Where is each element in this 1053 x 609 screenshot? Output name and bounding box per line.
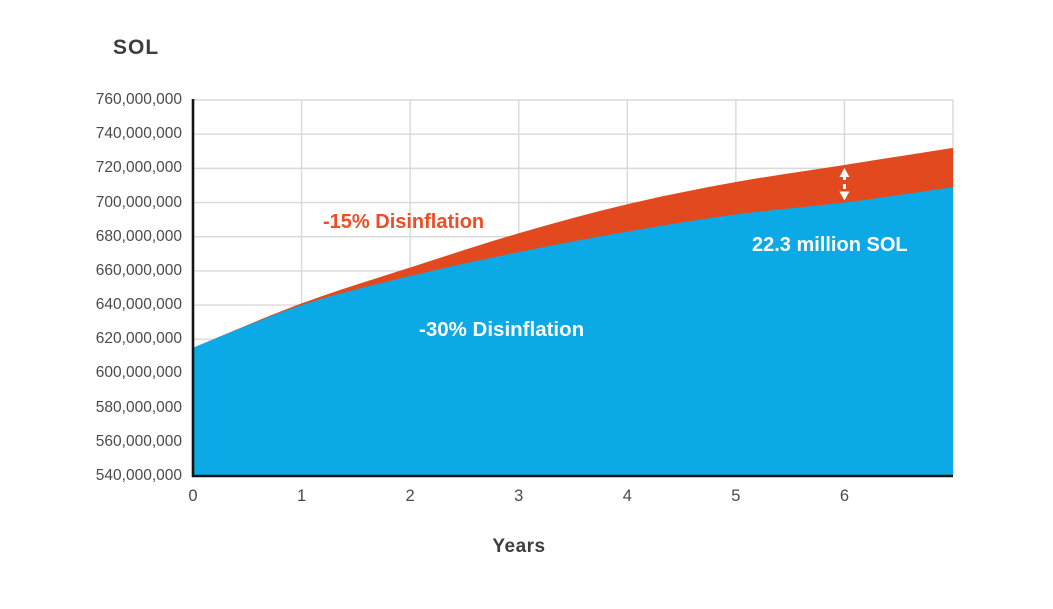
x-axis-title: Years bbox=[492, 536, 546, 557]
x-tick-label: 2 bbox=[405, 487, 415, 505]
y-tick-label: 700,000,000 bbox=[95, 193, 182, 211]
gap-arrow-icon bbox=[839, 167, 850, 201]
area-series bbox=[193, 147, 953, 476]
x-tick-label: 3 bbox=[514, 487, 524, 505]
y-tick-label: 580,000,000 bbox=[95, 398, 182, 416]
y-axis-title: SOL bbox=[113, 36, 160, 59]
y-tick-label: 740,000,000 bbox=[95, 125, 182, 143]
gap-annotation-label: 22.3 million SOL bbox=[752, 234, 908, 256]
x-tick-label: 5 bbox=[731, 487, 741, 505]
x-tick-label: 4 bbox=[622, 487, 632, 505]
x-tick-label: 0 bbox=[188, 487, 198, 505]
y-tick-label: 560,000,000 bbox=[95, 432, 182, 450]
y-tick-label: 660,000,000 bbox=[95, 261, 182, 279]
x-tick-label: 1 bbox=[296, 487, 307, 505]
y-tick-label: 720,000,000 bbox=[95, 159, 182, 177]
x-tick-label: 6 bbox=[839, 487, 850, 505]
axis-lines bbox=[191, 99, 953, 478]
y-tick-label: 540,000,000 bbox=[95, 467, 182, 484]
y-tick-label: 760,000,000 bbox=[95, 91, 182, 108]
series-label-30pct: -30% Disinflation bbox=[419, 318, 585, 341]
series-label-15pct: -15% Disinflation bbox=[323, 211, 485, 233]
area-30pct-disinflation bbox=[193, 187, 953, 476]
y-tick-label: 600,000,000 bbox=[95, 364, 182, 382]
y-tick-label: 620,000,000 bbox=[95, 330, 182, 348]
y-tick-label: 640,000,000 bbox=[95, 296, 182, 314]
y-tick-label: 680,000,000 bbox=[95, 227, 182, 245]
